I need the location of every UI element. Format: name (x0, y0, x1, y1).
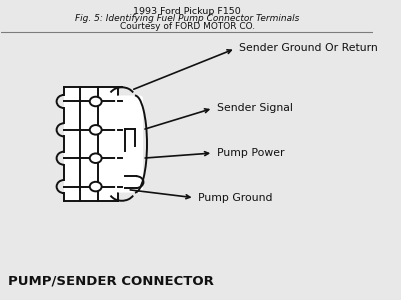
Circle shape (90, 182, 102, 191)
FancyBboxPatch shape (115, 95, 143, 193)
Text: Fig. 5: Identifying Fuel Pump Connector Terminals: Fig. 5: Identifying Fuel Pump Connector … (75, 14, 299, 23)
Circle shape (90, 125, 102, 135)
Bar (64, 87, 118, 201)
Text: Sender Signal: Sender Signal (217, 103, 293, 113)
Text: Sender Ground Or Return: Sender Ground Or Return (239, 44, 378, 53)
Circle shape (90, 153, 102, 163)
Text: 1993 Ford Pickup F150: 1993 Ford Pickup F150 (133, 7, 241, 16)
Text: Courtesy of FORD MOTOR CO.: Courtesy of FORD MOTOR CO. (119, 22, 255, 31)
Text: PUMP/SENDER CONNECTOR: PUMP/SENDER CONNECTOR (8, 274, 214, 287)
Text: Pump Ground: Pump Ground (198, 193, 273, 203)
Text: Pump Power: Pump Power (217, 148, 284, 158)
Circle shape (90, 97, 102, 106)
